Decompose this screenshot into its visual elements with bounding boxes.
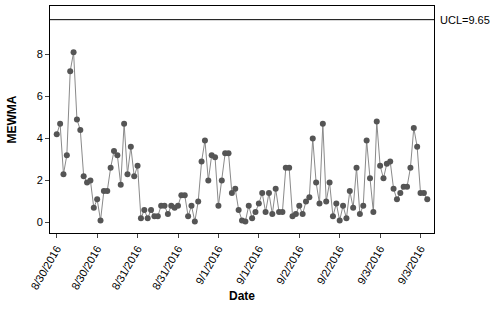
svg-text:2: 2 [37,174,43,186]
svg-text:Date: Date [229,289,255,303]
svg-text:4: 4 [37,132,43,144]
svg-text:9/2/2016: 9/2/2016 [274,243,306,286]
svg-text:9/1/2016: 9/1/2016 [193,243,225,286]
svg-text:MEWMA: MEWMA [5,95,19,143]
svg-text:8/31/2016: 8/31/2016 [150,243,185,291]
svg-text:0: 0 [37,216,43,228]
svg-text:8/30/2016: 8/30/2016 [28,243,63,291]
svg-text:6: 6 [37,90,43,102]
svg-text:9/3/2016: 9/3/2016 [355,243,387,286]
svg-text:8: 8 [37,48,43,60]
svg-text:UCL=9.65: UCL=9.65 [440,14,490,26]
svg-text:8/31/2016: 8/31/2016 [109,243,144,291]
svg-text:9/2/2016: 9/2/2016 [314,243,346,286]
svg-text:9/1/2016: 9/1/2016 [234,243,266,286]
svg-text:9/3/2016: 9/3/2016 [395,243,427,286]
svg-text:8/30/2016: 8/30/2016 [69,243,104,291]
